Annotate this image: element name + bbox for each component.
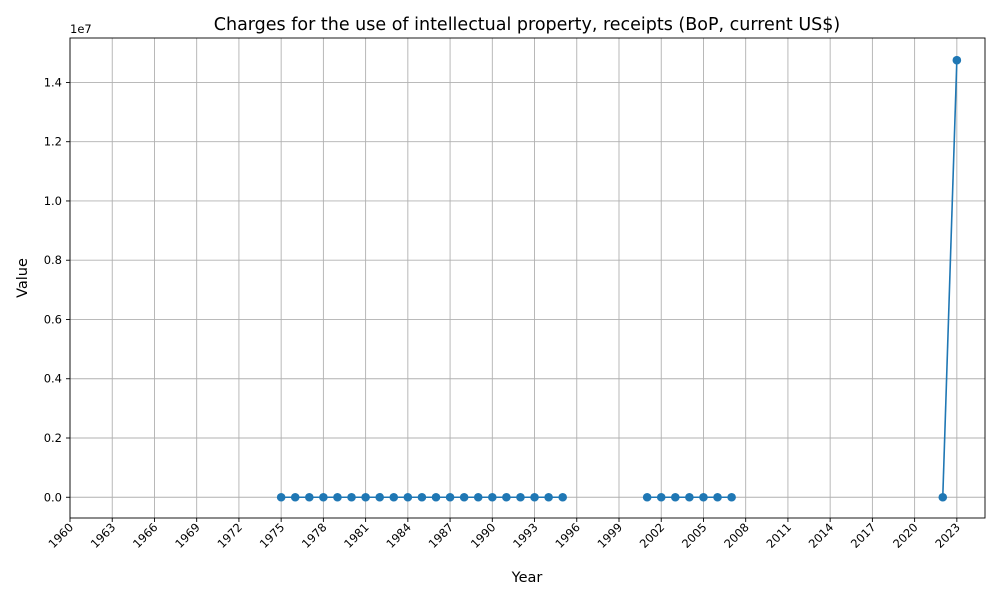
y-tick-label: 1.0 (44, 194, 62, 208)
y-tick-label: 0.4 (44, 372, 62, 386)
x-tick-label: 1996 (552, 520, 583, 551)
x-tick-label: 1966 (130, 520, 161, 551)
x-tick-label: 1972 (214, 520, 245, 551)
data-point (459, 492, 469, 502)
data-point (938, 492, 948, 502)
x-tick-label: 2023 (932, 520, 963, 551)
x-axis-ticks: 1960 1963 1966 1969 1972 1975 1978 1981 1984 1987… (46, 518, 963, 551)
x-tick-label: 1993 (510, 520, 541, 551)
x-tick-label: 1960 (46, 520, 77, 551)
plot-area-frame (69, 37, 986, 519)
series-line-segment (941, 60, 958, 498)
data-point (375, 492, 384, 502)
x-tick-label: 1987 (426, 520, 457, 551)
data-point (333, 492, 342, 502)
data-point (952, 55, 962, 65)
data-point (403, 492, 413, 502)
data-point (347, 492, 356, 502)
x-tick-label: 2017 (848, 520, 879, 551)
data-point (290, 492, 300, 502)
x-axis-label: Year (511, 570, 543, 586)
x-tick-label: 1969 (172, 520, 203, 551)
data-point (361, 492, 370, 502)
x-tick-label: 2014 (806, 520, 837, 551)
y-tick-label: 0.2 (44, 431, 62, 445)
x-tick-label: 1963 (88, 520, 119, 551)
data-point (431, 492, 441, 502)
data-point (713, 492, 722, 502)
y-tick-label: 1.2 (44, 135, 62, 149)
x-tick-label: 1981 (341, 520, 372, 551)
data-point (558, 492, 567, 502)
y-tick-label: 1.4 (44, 75, 62, 89)
data-point (319, 492, 328, 502)
x-tick-label: 1975 (257, 520, 288, 551)
data-point (417, 492, 427, 502)
x-tick-label: 1990 (468, 520, 499, 551)
x-tick-label: 2011 (763, 520, 794, 551)
data-point (699, 492, 708, 502)
chart-title: Charges for the use of intellectual prop… (214, 15, 840, 35)
y-tick-label: 0.8 (44, 253, 62, 267)
x-tick-label: 2005 (679, 520, 710, 551)
data-point (276, 492, 286, 502)
data-point (473, 492, 483, 502)
data-point (305, 492, 314, 502)
y-axis-label: Value (15, 258, 31, 298)
data-point (488, 492, 497, 502)
data-point (502, 492, 511, 502)
x-tick-label: 1999 (595, 520, 626, 551)
data-point (389, 492, 399, 502)
data-points (276, 55, 962, 502)
x-tick-label: 2008 (721, 520, 752, 551)
data-point (530, 492, 539, 502)
data-point (656, 492, 666, 502)
data-point (685, 492, 694, 502)
x-tick-label: 1978 (299, 520, 330, 551)
y-tick-label: 0.6 (44, 312, 62, 326)
data-point (516, 492, 525, 502)
x-tick-label: 1984 (383, 520, 414, 551)
x-tick-label: 2020 (890, 520, 921, 551)
y-axis-ticks: 0.0 0.2 0.4 0.6 0.8 1.0 1.2 1.4 (44, 75, 70, 504)
data-point (727, 492, 736, 502)
x-tick-label: 2002 (637, 520, 668, 551)
grid (69, 38, 985, 518)
data-point (642, 492, 652, 502)
data-point (445, 492, 455, 502)
data-point (544, 492, 553, 502)
y-axis-offset-label: 1e7 (70, 22, 92, 36)
y-tick-label: 0.0 (44, 490, 62, 504)
data-point (671, 492, 680, 502)
